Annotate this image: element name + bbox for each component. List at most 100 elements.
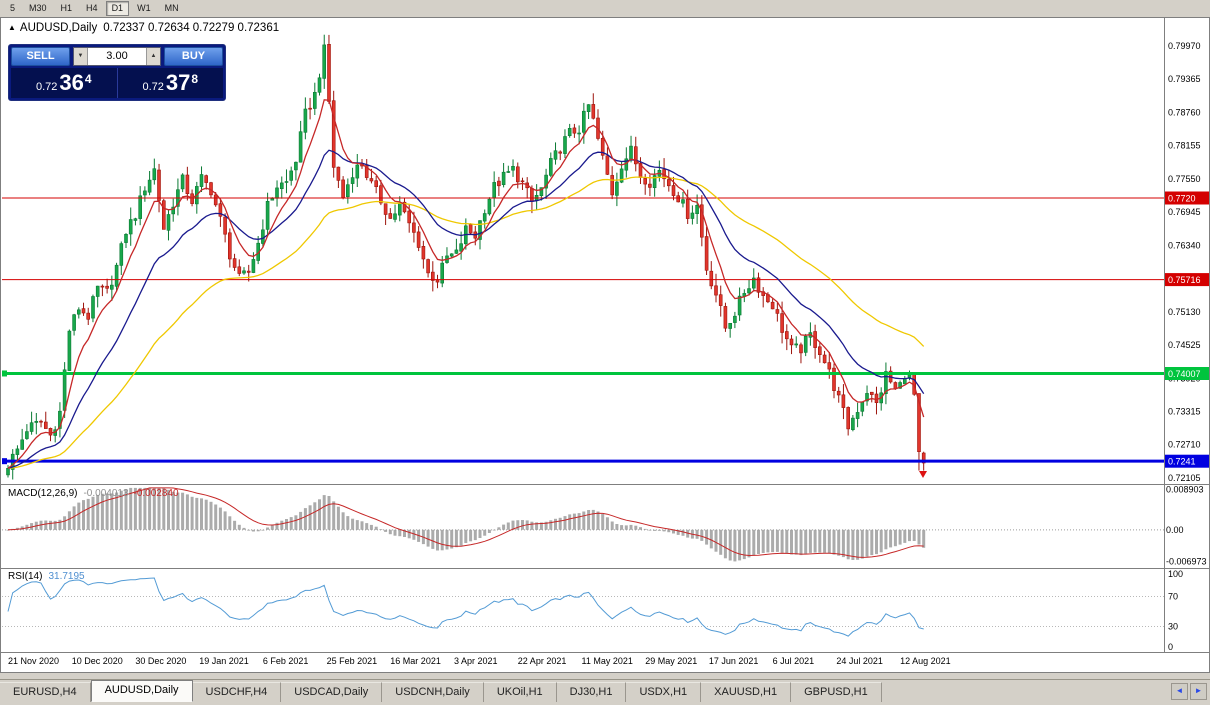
- price-axis-label: 0.76945: [1168, 207, 1201, 217]
- hline-price-badge-label: 0.7241: [1168, 457, 1196, 467]
- chart-tab-dj30-h1[interactable]: DJ30,H1: [556, 682, 627, 702]
- price-axis: 0.79970 0.79365 0.78760 0.78155 0.77550 0.769…: [1166, 41, 1207, 652]
- hline-price-badge-label: 0.75716: [1168, 275, 1201, 285]
- price-axis-label: 0.73315: [1168, 407, 1201, 417]
- chart-tab-eurusd-h4[interactable]: EURUSD,H4: [0, 682, 91, 702]
- rsi-line: [7, 577, 924, 637]
- volume-stepper[interactable]: ▼ 3.00 ▲: [73, 47, 161, 66]
- one-click-controls: SELL ▼ 3.00 ▲ BUY: [11, 47, 223, 66]
- rsi-name: RSI(14): [8, 571, 43, 582]
- date-axis-label: 17 Jun 2021: [709, 656, 759, 666]
- macd-indicator-label: MACD(12,26,9) -0.004013 -0.002840: [8, 488, 179, 499]
- timeframe-button-M30[interactable]: M30: [29, 3, 47, 13]
- timeframe-button-MN[interactable]: MN: [164, 3, 179, 13]
- one-click-prices: 0.72 36 4 0.72 37 8: [11, 68, 223, 98]
- horizontal-lines: [2, 197, 1164, 465]
- timeframe-button-5[interactable]: 5: [10, 3, 16, 13]
- timeframe-button-H4[interactable]: H4: [86, 3, 98, 13]
- price-axis-label: 0.79970: [1168, 41, 1201, 51]
- chart-canvas[interactable]: 0.79970 0.79365 0.78760 0.78155 0.77550 0.769…: [0, 17, 1210, 673]
- chart-tab-usdcad-daily[interactable]: USDCAD,Daily: [281, 682, 383, 702]
- date-axis-label: 21 Nov 2020: [8, 656, 59, 666]
- price-axis-label: 0.79365: [1168, 74, 1201, 84]
- rsi-axis-label: 70: [1168, 592, 1178, 602]
- date-axis-label: 22 Apr 2021: [518, 656, 567, 666]
- date-axis-label: 3 Apr 2021: [454, 656, 498, 666]
- macd-axis-label: 0.00: [1166, 525, 1184, 535]
- chart-title: ▲ AUDUSD,Daily 0.72337 0.72634 0.72279 0.7…: [8, 22, 279, 34]
- buy-button[interactable]: BUY: [164, 47, 223, 66]
- sell-price-display[interactable]: 0.72 36 4: [11, 68, 117, 98]
- rsi-value: 31.7195: [48, 571, 85, 582]
- chart-tab-gbpusd-h1[interactable]: GBPUSD,H1: [791, 682, 882, 702]
- buy-price-display[interactable]: 0.72 37 8: [116, 68, 224, 98]
- rsi-axis-label: 0: [1168, 642, 1173, 652]
- buy-price-pip-digit: 8: [191, 71, 199, 86]
- chart-tab-usdcnh-daily[interactable]: USDCNH,Daily: [382, 682, 484, 702]
- price-axis-label: 0.75130: [1168, 307, 1201, 317]
- timeframe-toolbar: 5 M30 H1 H4 D1 W1 MN: [0, 0, 1210, 18]
- hline-price-badge: [1165, 367, 1209, 380]
- timeframe-button-H1[interactable]: H1: [60, 3, 73, 13]
- chart-collapse-icon[interactable]: ▲: [8, 23, 16, 32]
- rsi-axis-label: 100: [1168, 569, 1183, 579]
- timeframe-button-W1[interactable]: W1: [137, 3, 151, 13]
- date-axis-label: 30 Dec 2020: [135, 656, 186, 666]
- macd-signal-line: [7, 487, 924, 558]
- buy-price-big-digits: 37: [165, 70, 191, 95]
- price-axis-label: 0.78155: [1168, 141, 1201, 151]
- date-axis-label: 24 Jul 2021: [836, 656, 883, 666]
- date-axis-label: 12 Aug 2021: [900, 656, 951, 666]
- moving-averages: [7, 99, 925, 469]
- macd-axis-label: -0.006973: [1166, 556, 1207, 566]
- chart-tab-ukoil-h1[interactable]: UKOil,H1: [483, 682, 557, 702]
- date-axis-label: 29 May 2021: [645, 656, 697, 666]
- sell-price-prefix: 0.72: [35, 80, 58, 93]
- chart-tab-audusd-daily[interactable]: AUDUSD,Daily: [90, 680, 193, 702]
- hline-handle: [2, 458, 7, 465]
- ma-line-fast: [7, 99, 925, 469]
- sell-price-big-digits: 36: [59, 70, 84, 95]
- chart-tab-xauusd-h1[interactable]: XAUUSD,H1: [701, 682, 792, 702]
- date-axis-label: 25 Feb 2021: [327, 656, 378, 666]
- volume-decrease-button[interactable]: ▼: [74, 48, 88, 65]
- rsi-indicator-label: RSI(14) 31.7195: [8, 571, 85, 582]
- buy-price-prefix: 0.72: [142, 80, 164, 93]
- chart-tab-usdx-h1[interactable]: USDX,H1: [626, 682, 702, 702]
- hline-price-badge: [1165, 273, 1209, 287]
- price-axis-label: 0.72710: [1168, 440, 1201, 450]
- price-axis-label: 0.72105: [1168, 473, 1201, 483]
- price-axis-label: 0.76340: [1168, 240, 1201, 250]
- date-axis: 21 Nov 2020 10 Dec 2020 30 Dec 2020 19 Jan …: [8, 656, 951, 666]
- macd-signal-value: -0.002840: [133, 488, 179, 499]
- hline-price-badge-label: 0.74007: [1168, 369, 1201, 379]
- timeframe-button-D1[interactable]: D1: [105, 1, 130, 16]
- tab-scroll-left-icon[interactable]: ◄: [1171, 683, 1188, 700]
- price-axis-label: 0.74525: [1168, 340, 1201, 350]
- hline-price-badge-label: 0.7720: [1168, 194, 1196, 204]
- macd-axis-label: 0.008903: [1166, 485, 1204, 495]
- date-axis-label: 16 Mar 2021: [390, 656, 441, 666]
- hline-handle: [2, 370, 7, 377]
- macd-name: MACD(12,26,9): [8, 488, 78, 499]
- date-axis-label: 10 Dec 2020: [72, 656, 123, 666]
- chart-ohlc-values: 0.72337 0.72634 0.72279 0.72361: [103, 22, 280, 34]
- macd-main-value: -0.004013: [83, 488, 129, 499]
- volume-increase-button[interactable]: ▲: [146, 48, 160, 65]
- tab-scroll-right-icon[interactable]: ►: [1190, 683, 1207, 700]
- tab-scroll-buttons: ◄ ►: [1171, 683, 1207, 700]
- chart-tab-bar: EURUSD,H4 AUDUSD,Daily USDCHF,H4 USDCAD,Dai…: [0, 679, 1210, 702]
- chart-symbol-label: AUDUSD,Daily: [19, 22, 98, 34]
- sell-button[interactable]: SELL: [11, 47, 70, 66]
- date-axis-label: 6 Jul 2021: [773, 656, 815, 666]
- chart-tab-usdchf-h4[interactable]: USDCHF,H4: [192, 682, 282, 702]
- price-badges: 0.7720 0.75716 0.74007 0.7241: [1165, 191, 1209, 468]
- price-axis-label: 0.78760: [1168, 107, 1201, 117]
- price-axis-label: 0.77550: [1168, 174, 1201, 184]
- date-axis-label: 11 May 2021: [582, 656, 633, 666]
- one-click-trading-panel: SELL ▼ 3.00 ▲ BUY 0.72 36 4 0.72 37 8: [8, 44, 226, 101]
- date-axis-label: 6 Feb 2021: [263, 656, 309, 666]
- volume-input[interactable]: 3.00: [106, 50, 128, 62]
- sell-price-pip-digit: 4: [84, 71, 92, 86]
